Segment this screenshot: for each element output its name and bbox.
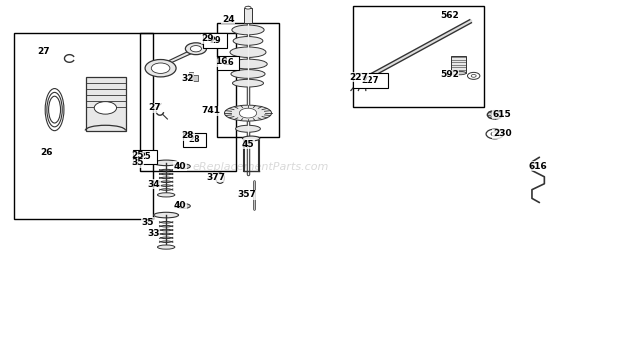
Circle shape: [145, 60, 176, 77]
Ellipse shape: [157, 193, 175, 197]
Text: 28: 28: [189, 135, 200, 144]
Text: 35: 35: [131, 158, 144, 167]
Text: 16: 16: [215, 57, 228, 66]
Text: 28: 28: [182, 131, 194, 140]
Bar: [217, 56, 239, 70]
Bar: [133, 150, 157, 164]
Circle shape: [190, 46, 202, 52]
Text: 33: 33: [148, 229, 160, 238]
Text: 562: 562: [440, 11, 459, 20]
Text: 34: 34: [148, 180, 160, 189]
Text: 227: 227: [350, 73, 368, 82]
Circle shape: [471, 74, 476, 77]
Text: 16: 16: [222, 58, 234, 68]
Bar: [140, 33, 236, 171]
Bar: [189, 72, 193, 79]
Text: 45: 45: [242, 140, 254, 149]
Text: 25: 25: [131, 151, 143, 160]
Text: 29: 29: [202, 34, 214, 44]
Text: 227: 227: [361, 76, 379, 85]
Circle shape: [239, 108, 257, 118]
Ellipse shape: [233, 37, 263, 45]
Circle shape: [491, 132, 498, 136]
Text: 357: 357: [237, 190, 256, 199]
Text: 230: 230: [493, 129, 512, 139]
Ellipse shape: [242, 136, 260, 141]
Ellipse shape: [230, 47, 266, 57]
Text: 592: 592: [440, 70, 459, 79]
Bar: [14, 33, 153, 219]
Ellipse shape: [231, 70, 265, 78]
Bar: [217, 23, 279, 137]
Ellipse shape: [154, 160, 179, 166]
Circle shape: [487, 111, 502, 119]
Text: eReplacementParts.com: eReplacementParts.com: [192, 162, 329, 172]
Text: 377: 377: [206, 173, 225, 182]
Text: 25: 25: [140, 152, 151, 161]
Ellipse shape: [177, 204, 190, 208]
Text: 26: 26: [40, 148, 53, 157]
Ellipse shape: [451, 71, 466, 75]
Ellipse shape: [229, 59, 267, 69]
Polygon shape: [160, 46, 200, 68]
Ellipse shape: [154, 212, 179, 218]
Text: 27: 27: [37, 47, 50, 56]
Ellipse shape: [232, 25, 264, 35]
Text: 35: 35: [141, 218, 154, 227]
Circle shape: [94, 102, 117, 114]
Bar: [353, 73, 388, 88]
Text: 40: 40: [174, 162, 186, 171]
Bar: [183, 133, 206, 147]
Text: 24: 24: [222, 15, 234, 24]
Ellipse shape: [245, 6, 251, 9]
Ellipse shape: [236, 125, 260, 132]
Text: 741: 741: [202, 106, 220, 115]
Ellipse shape: [177, 164, 190, 169]
Text: 27: 27: [149, 103, 161, 112]
Ellipse shape: [232, 79, 264, 87]
Ellipse shape: [157, 245, 175, 249]
Bar: [451, 56, 466, 73]
Ellipse shape: [224, 105, 272, 121]
Text: 615: 615: [493, 110, 512, 119]
Text: 40: 40: [174, 201, 186, 210]
Text: 616: 616: [529, 162, 547, 171]
Circle shape: [185, 43, 206, 55]
Bar: [244, 8, 252, 23]
Bar: [353, 6, 484, 107]
Text: 29: 29: [210, 36, 221, 45]
Ellipse shape: [216, 173, 224, 183]
Text: 32: 32: [181, 74, 193, 83]
Bar: [193, 75, 198, 81]
Circle shape: [151, 63, 170, 73]
Bar: [203, 33, 227, 48]
Bar: [86, 77, 126, 130]
